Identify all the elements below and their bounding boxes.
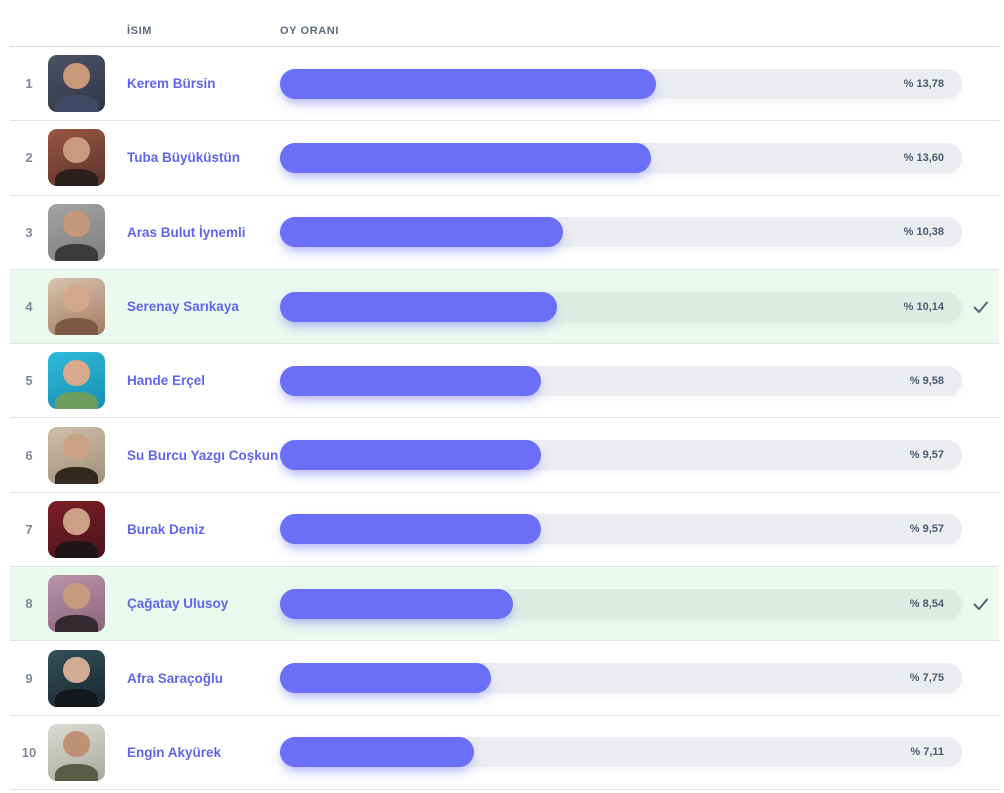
table-row[interactable]: 7 Burak Deniz % 9,57 xyxy=(10,493,999,568)
rank-number: 10 xyxy=(21,744,37,760)
voted-check-icon xyxy=(962,594,999,613)
avatar xyxy=(48,129,105,187)
poll-results-table: İSIM OY ORANI 1 Kerem Bürsin % 13,78 2 xyxy=(10,0,999,790)
contestant-name-link[interactable]: Su Burcu Yazgı Coşkun xyxy=(127,447,279,463)
vote-bar-track[interactable]: % 9,58 xyxy=(280,365,962,396)
vote-bar-fill xyxy=(280,737,474,768)
contestant-name-link[interactable]: Tuba Büyüküstün xyxy=(127,150,240,166)
vote-bar-fill xyxy=(280,217,564,248)
rank-number: 8 xyxy=(25,596,33,612)
vote-percentage: % 7,75 xyxy=(909,672,944,685)
vote-bar-fill xyxy=(280,514,542,545)
avatar xyxy=(48,278,105,336)
vote-bar-fill xyxy=(280,291,557,322)
rank-number: 6 xyxy=(25,447,33,463)
rank-number: 7 xyxy=(25,521,33,537)
table-row[interactable]: 4 Serenay Sarıkaya % 10,14 xyxy=(10,269,999,345)
table-row[interactable]: 6 Su Burcu Yazgı Coşkun % 9,57 xyxy=(10,418,999,493)
vote-bar-fill xyxy=(280,663,492,694)
vote-bar-track[interactable]: % 8,54 xyxy=(280,588,962,619)
avatar xyxy=(48,723,105,781)
table-body: 1 Kerem Bürsin % 13,78 2 Tuba Büyüküstün xyxy=(10,47,999,790)
rank-number: 3 xyxy=(25,224,33,240)
avatar xyxy=(48,426,105,484)
contestant-name-link[interactable]: Serenay Sarıkaya xyxy=(127,299,239,315)
vote-bar-track[interactable]: % 13,60 xyxy=(280,142,962,173)
vote-bar-track[interactable]: % 10,14 xyxy=(280,291,962,322)
vote-bar-cell: % 10,38 xyxy=(280,217,962,248)
avatar xyxy=(48,203,105,261)
vote-bar-fill xyxy=(280,588,513,619)
table-row[interactable]: 1 Kerem Bürsin % 13,78 xyxy=(10,47,999,122)
vote-bar-track[interactable]: % 13,78 xyxy=(280,68,962,99)
rank-number: 1 xyxy=(25,76,33,92)
vote-bar-track[interactable]: % 9,57 xyxy=(280,514,962,545)
rank-number: 2 xyxy=(25,150,33,166)
vote-bar-cell: % 13,60 xyxy=(280,142,962,173)
vote-percentage: % 10,38 xyxy=(903,226,944,239)
avatar xyxy=(48,55,105,113)
avatar xyxy=(48,500,105,558)
voted-check-icon xyxy=(962,297,999,316)
rank-number: 4 xyxy=(25,299,33,315)
table-row[interactable]: 5 Hande Erçel % 9,58 xyxy=(10,344,999,419)
contestant-name-link[interactable]: Çağatay Ulusoy xyxy=(127,596,229,612)
contestant-name-link[interactable]: Aras Bulut İynemli xyxy=(127,224,246,240)
vote-percentage: % 13,60 xyxy=(903,151,944,164)
vote-percentage: % 7,11 xyxy=(910,746,944,759)
vote-bar-cell: % 7,11 xyxy=(280,737,962,768)
vote-percentage: % 9,57 xyxy=(909,523,944,536)
vote-percentage: % 9,58 xyxy=(909,374,944,387)
table-row[interactable]: 10 Engin Akyürek % 7,11 xyxy=(10,716,999,790)
header-vote-column: OY ORANI xyxy=(280,25,339,37)
table-row[interactable]: 9 Afra Saraçoğlu % 7,75 xyxy=(10,641,999,716)
contestant-name-link[interactable]: Burak Deniz xyxy=(127,521,206,537)
vote-bar-cell: % 7,75 xyxy=(280,663,962,694)
vote-bar-fill xyxy=(280,142,651,173)
avatar xyxy=(48,575,105,633)
table-row[interactable]: 8 Çağatay Ulusoy % 8,54 xyxy=(10,567,999,642)
table-row[interactable]: 3 Aras Bulut İynemli % 10,38 xyxy=(10,196,999,270)
contestant-name-link[interactable]: Hande Erçel xyxy=(127,373,206,389)
avatar xyxy=(48,352,105,410)
vote-percentage: % 10,14 xyxy=(903,300,944,313)
vote-bar-cell: % 10,14 xyxy=(280,291,962,322)
vote-bar-track[interactable]: % 7,11 xyxy=(280,737,962,768)
contestant-name-link[interactable]: Engin Akyürek xyxy=(127,744,222,760)
rank-number: 9 xyxy=(25,670,33,686)
vote-percentage: % 8,54 xyxy=(909,597,944,610)
vote-bar-cell: % 9,57 xyxy=(280,440,962,471)
contestant-name-link[interactable]: Afra Saraçoğlu xyxy=(127,670,224,686)
vote-bar-track[interactable]: % 10,38 xyxy=(280,217,962,248)
vote-bar-cell: % 13,78 xyxy=(280,68,962,99)
vote-bar-fill xyxy=(280,440,542,471)
contestant-name-link[interactable]: Kerem Bürsin xyxy=(127,76,216,92)
vote-bar-fill xyxy=(280,365,542,396)
rank-number: 5 xyxy=(25,373,33,389)
vote-bar-cell: % 9,58 xyxy=(280,365,962,396)
vote-bar-cell: % 9,57 xyxy=(280,514,962,545)
table-row[interactable]: 2 Tuba Büyüküstün % 13,60 xyxy=(10,121,999,196)
avatar xyxy=(48,649,105,707)
vote-bar-cell: % 8,54 xyxy=(280,588,962,619)
vote-bar-fill xyxy=(280,68,656,99)
vote-bar-track[interactable]: % 9,57 xyxy=(280,440,962,471)
vote-percentage: % 13,78 xyxy=(903,77,944,90)
vote-bar-track[interactable]: % 7,75 xyxy=(280,663,962,694)
vote-percentage: % 9,57 xyxy=(909,449,944,462)
table-header: İSIM OY ORANI xyxy=(10,0,999,47)
header-name-column: İSIM xyxy=(127,25,153,37)
